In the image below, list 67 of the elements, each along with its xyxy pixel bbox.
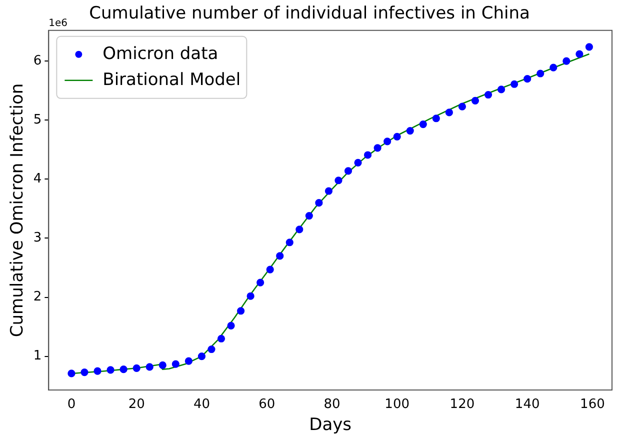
point bbox=[471, 96, 480, 104]
point bbox=[256, 278, 264, 286]
point bbox=[246, 292, 254, 300]
x-tick-label: 0 bbox=[67, 397, 76, 412]
y-axis-title: Cumulative Omicron Infection bbox=[8, 83, 28, 338]
point bbox=[354, 158, 362, 166]
y-tick-label: 2 bbox=[33, 290, 42, 305]
point bbox=[315, 199, 323, 207]
text: 1e6 bbox=[48, 18, 68, 29]
y-tick-label: 4 bbox=[33, 172, 42, 187]
point bbox=[364, 151, 372, 159]
point bbox=[80, 368, 88, 376]
point bbox=[585, 43, 594, 51]
x-tick-label: 40 bbox=[193, 397, 210, 412]
y-tick-label: 3 bbox=[33, 230, 42, 246]
point bbox=[384, 138, 392, 146]
point bbox=[406, 126, 414, 135]
point bbox=[276, 252, 284, 260]
point bbox=[324, 187, 333, 195]
point bbox=[432, 114, 440, 122]
point bbox=[393, 132, 401, 140]
y-tick-label: 5 bbox=[33, 112, 42, 128]
y-tick-label: 6 bbox=[33, 53, 42, 68]
legend-label: Birational Model bbox=[102, 70, 241, 90]
point bbox=[198, 352, 206, 360]
x-tick-label: 100 bbox=[384, 397, 410, 412]
chart-title: Cumulative number of individual infectives in China bbox=[89, 4, 530, 24]
point bbox=[536, 70, 544, 78]
point bbox=[550, 64, 558, 72]
point bbox=[286, 238, 294, 246]
point bbox=[217, 334, 226, 342]
x-tick-label: 140 bbox=[514, 397, 540, 412]
point bbox=[576, 50, 584, 58]
point bbox=[484, 90, 492, 99]
point bbox=[296, 226, 304, 234]
point bbox=[94, 367, 102, 375]
point bbox=[374, 144, 382, 152]
point bbox=[497, 86, 506, 94]
legend-label: Omicron data bbox=[102, 44, 218, 64]
point bbox=[208, 345, 216, 354]
point bbox=[132, 364, 140, 372]
y-tick-label: 1 bbox=[33, 348, 42, 364]
point bbox=[184, 357, 192, 365]
x-tick-label: 120 bbox=[450, 397, 475, 412]
point bbox=[172, 360, 180, 368]
point bbox=[120, 366, 128, 374]
x-tick-label: 60 bbox=[258, 397, 276, 412]
point bbox=[458, 102, 466, 110]
point bbox=[106, 366, 114, 374]
point bbox=[344, 167, 352, 175]
point bbox=[524, 75, 532, 83]
point bbox=[68, 370, 76, 378]
point bbox=[266, 266, 274, 274]
point bbox=[227, 322, 235, 330]
point bbox=[419, 120, 427, 128]
x-tick-label: 80 bbox=[324, 397, 340, 412]
point bbox=[158, 361, 166, 369]
point bbox=[305, 212, 313, 220]
point bbox=[334, 176, 342, 184]
x-tick-label: 160 bbox=[580, 397, 605, 412]
x-tick-label: 20 bbox=[128, 397, 145, 412]
point bbox=[445, 108, 453, 116]
point bbox=[146, 363, 154, 371]
point bbox=[510, 80, 518, 88]
point bbox=[562, 57, 570, 65]
x-axis-title: Days bbox=[309, 415, 352, 436]
point bbox=[236, 307, 245, 315]
